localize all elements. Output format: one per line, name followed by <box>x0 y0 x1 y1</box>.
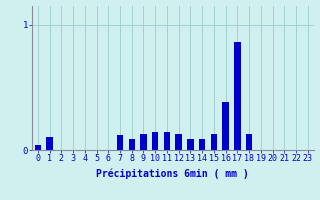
Bar <box>199 139 205 150</box>
Bar <box>46 137 53 150</box>
Bar <box>222 102 229 150</box>
Bar <box>152 132 158 150</box>
Bar <box>175 134 182 150</box>
X-axis label: Précipitations 6min ( mm ): Précipitations 6min ( mm ) <box>96 169 249 179</box>
Bar <box>117 135 123 150</box>
Bar <box>187 139 194 150</box>
Bar <box>211 134 217 150</box>
Bar <box>164 132 170 150</box>
Bar <box>246 134 252 150</box>
Bar <box>140 134 147 150</box>
Bar <box>129 139 135 150</box>
Bar <box>234 42 241 150</box>
Bar <box>35 145 41 150</box>
